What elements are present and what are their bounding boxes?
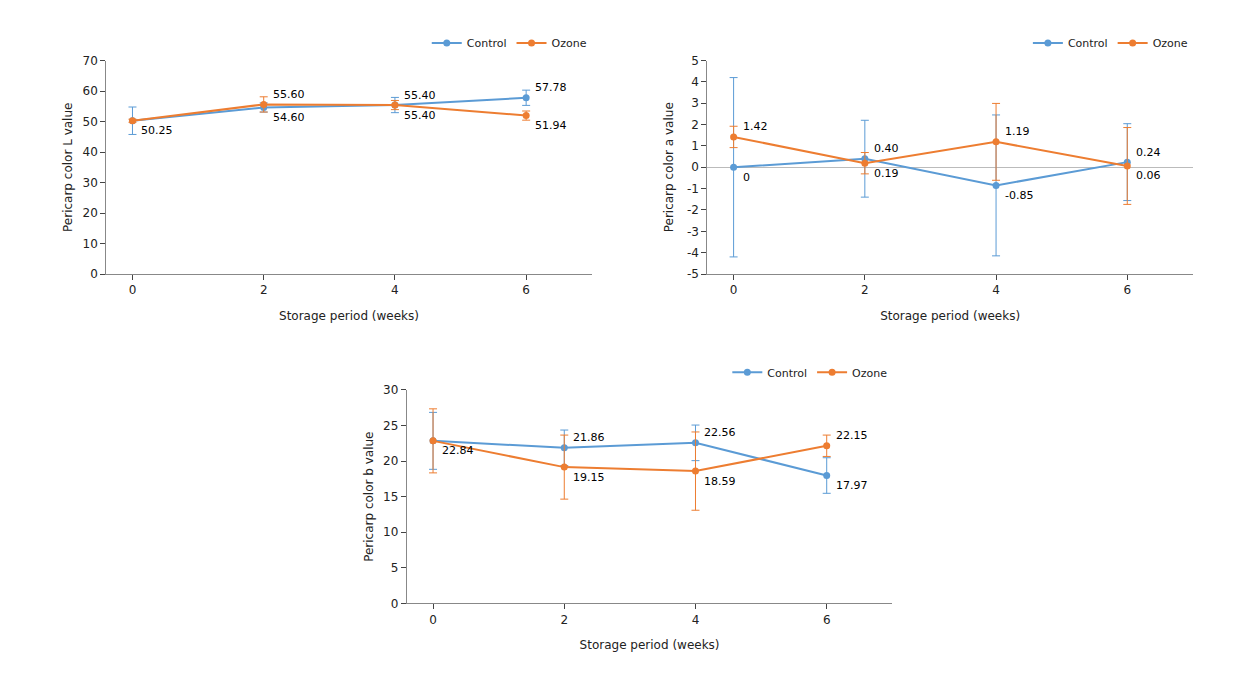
svg-text:Ozone: Ozone [852, 367, 887, 380]
svg-text:6: 6 [1123, 283, 1131, 297]
svg-text:17.97: 17.97 [836, 479, 868, 492]
svg-text:Storage period (weeks): Storage period (weeks) [880, 309, 1020, 323]
svg-text:30: 30 [83, 176, 98, 190]
svg-text:19.15: 19.15 [573, 471, 605, 484]
svg-text:22.15: 22.15 [836, 429, 868, 442]
svg-text:2: 2 [260, 283, 268, 297]
svg-text:4: 4 [692, 613, 700, 627]
svg-text:0.24: 0.24 [1136, 146, 1161, 159]
svg-text:22.56: 22.56 [704, 426, 736, 439]
svg-text:-5: -5 [687, 267, 699, 281]
svg-text:3: 3 [691, 96, 699, 110]
svg-text:Ozone: Ozone [552, 37, 587, 50]
svg-text:2: 2 [691, 118, 699, 132]
svg-text:10: 10 [383, 525, 398, 539]
svg-text:40: 40 [83, 145, 98, 159]
svg-text:-4: -4 [687, 246, 699, 260]
svg-text:0: 0 [129, 283, 137, 297]
svg-text:0.19: 0.19 [874, 167, 899, 180]
svg-text:0.40: 0.40 [874, 142, 899, 155]
svg-text:22.84: 22.84 [442, 444, 474, 457]
svg-text:0: 0 [429, 613, 437, 627]
svg-text:4: 4 [691, 75, 699, 89]
svg-text:6: 6 [522, 283, 530, 297]
svg-text:20: 20 [383, 454, 398, 468]
svg-text:20: 20 [83, 206, 98, 220]
svg-text:50.25: 50.25 [141, 124, 173, 137]
svg-text:Ozone: Ozone [1153, 37, 1188, 50]
svg-text:6: 6 [823, 613, 831, 627]
svg-text:57.78: 57.78 [535, 81, 567, 94]
svg-text:15: 15 [383, 490, 398, 504]
svg-text:-1: -1 [687, 182, 699, 196]
svg-text:Control: Control [1068, 37, 1108, 50]
svg-text:55.40: 55.40 [404, 89, 436, 102]
svg-text:60: 60 [83, 84, 98, 98]
svg-text:Pericarp color L value: Pericarp color L value [61, 103, 75, 232]
svg-text:10: 10 [83, 237, 98, 251]
svg-text:4: 4 [992, 283, 1000, 297]
svg-text:18.59: 18.59 [704, 475, 736, 488]
svg-text:70: 70 [83, 54, 98, 68]
svg-text:Pericarp color a value: Pericarp color a value [662, 102, 676, 232]
svg-text:0: 0 [90, 267, 98, 281]
svg-text:1.19: 1.19 [1005, 125, 1030, 138]
svg-text:55.40: 55.40 [404, 109, 436, 122]
svg-text:25: 25 [383, 419, 398, 433]
svg-text:50: 50 [83, 115, 98, 129]
svg-text:1: 1 [691, 139, 699, 153]
svg-text:1.42: 1.42 [743, 120, 768, 133]
svg-text:0.06: 0.06 [1136, 169, 1161, 182]
svg-text:Control: Control [467, 37, 507, 50]
svg-text:51.94: 51.94 [535, 119, 567, 132]
svg-text:54.60: 54.60 [273, 111, 305, 124]
svg-text:0: 0 [691, 160, 699, 174]
svg-text:55.60: 55.60 [273, 88, 305, 101]
svg-text:2: 2 [560, 613, 568, 627]
svg-text:0: 0 [743, 171, 750, 184]
svg-text:5: 5 [391, 561, 399, 575]
svg-text:0: 0 [391, 597, 399, 611]
svg-text:Storage period (weeks): Storage period (weeks) [580, 638, 720, 652]
svg-text:21.86: 21.86 [573, 431, 605, 444]
svg-text:0: 0 [730, 283, 738, 297]
svg-text:Pericarp color b value: Pericarp color b value [362, 431, 376, 561]
svg-text:5: 5 [691, 54, 699, 68]
svg-text:30: 30 [383, 383, 398, 397]
svg-text:2: 2 [861, 283, 869, 297]
svg-text:4: 4 [391, 283, 399, 297]
svg-text:-0.85: -0.85 [1005, 189, 1033, 202]
svg-text:Control: Control [767, 367, 807, 380]
svg-text:-2: -2 [687, 203, 699, 217]
svg-text:Storage period (weeks): Storage period (weeks) [279, 309, 419, 323]
svg-text:-3: -3 [687, 225, 699, 239]
